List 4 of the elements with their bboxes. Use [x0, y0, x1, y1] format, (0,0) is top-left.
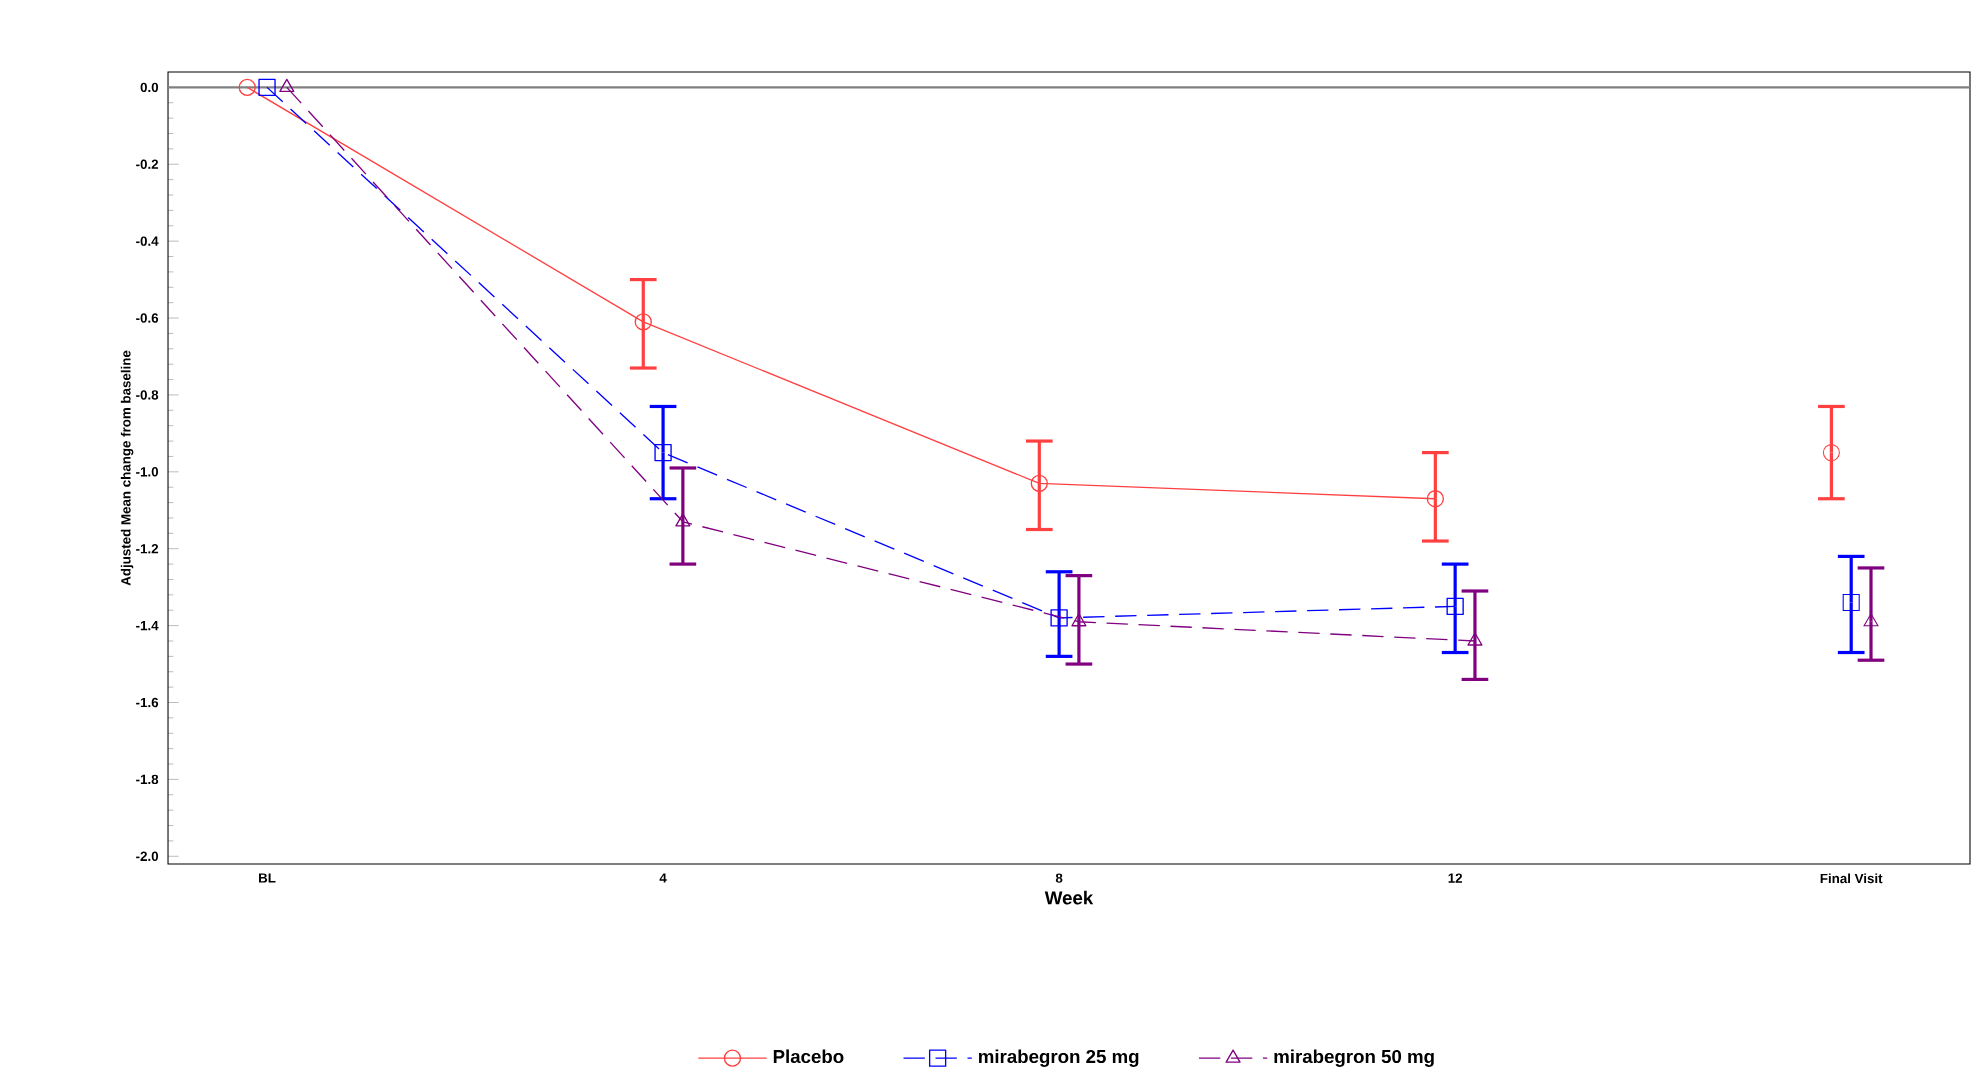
- legend-label: Placebo: [773, 1049, 844, 1064]
- legend-label: mirabegron 25 mg: [979, 1049, 1139, 1067]
- x-axis-title: Week: [1044, 890, 1094, 905]
- legend-label: mirabegron 50 mg: [1274, 1049, 1434, 1067]
